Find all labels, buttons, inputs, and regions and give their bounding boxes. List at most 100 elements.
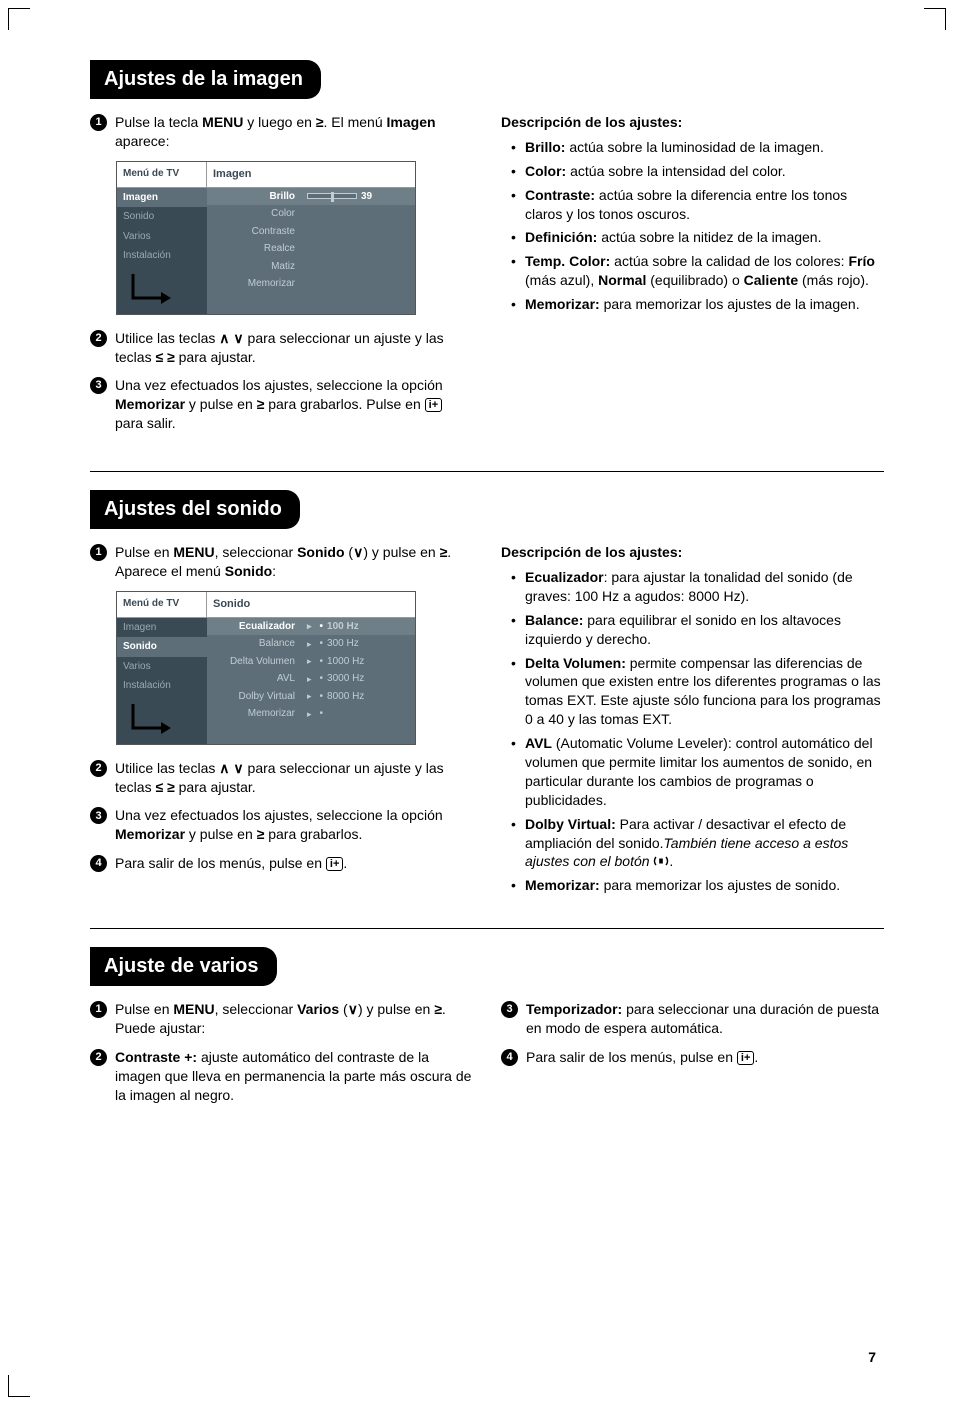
section-title-sonido: Ajustes del sonido bbox=[90, 490, 300, 529]
menu-right-pane: Ecualizador▸•100 HzBalance▸•300 HzDelta … bbox=[207, 618, 415, 744]
menu-arrow-icon bbox=[127, 702, 145, 738]
step-number-icon: 1 bbox=[90, 114, 107, 131]
menu-row: Color bbox=[207, 205, 415, 223]
separator-2 bbox=[90, 928, 884, 929]
menu-row-label: Ecualizador bbox=[213, 620, 303, 634]
step-text: Contraste +: ajuste automático del contr… bbox=[115, 1048, 473, 1105]
step-number-icon: 2 bbox=[90, 1049, 107, 1066]
desc-item: AVL (Automatic Volume Leveler): control … bbox=[515, 734, 884, 810]
menu-bullet: • bbox=[316, 672, 328, 686]
menu-row-label: Memorizar bbox=[213, 277, 303, 291]
menu-left-item: Varios bbox=[117, 227, 207, 247]
step-text: Para salir de los menús, pulse en i+. bbox=[115, 854, 473, 873]
sonido-right-col: Descripción de los ajustes: Ecualizador:… bbox=[501, 543, 884, 900]
crop-mark-tl bbox=[8, 8, 30, 30]
desc-item: Temp. Color: actúa sobre la calidad de l… bbox=[515, 252, 884, 290]
step: 2Utilice las teclas ∧ ∨ para seleccionar… bbox=[90, 329, 473, 367]
menu-left-item: Imagen bbox=[117, 188, 207, 208]
menu-left-item: Sonido bbox=[117, 637, 207, 657]
menu-left-pane: ImagenSonidoVariosInstalación bbox=[117, 618, 207, 744]
menu-row: Matiz bbox=[207, 258, 415, 276]
menu-row-label: Dolby Virtual bbox=[213, 690, 303, 704]
menu-tri-icon: ▸ bbox=[303, 690, 316, 702]
menu-row: Brillo 39 bbox=[207, 188, 415, 206]
menu-header-left: Menú de TV bbox=[117, 162, 207, 188]
menu-row-value: 300 Hz bbox=[327, 637, 409, 651]
step: 1 Pulse en MENU, seleccionar Sonido (∨) y… bbox=[90, 543, 473, 581]
menu-row-label: AVL bbox=[213, 672, 303, 686]
crop-mark-tr bbox=[924, 8, 946, 30]
crop-mark-bl bbox=[8, 1375, 30, 1397]
menu-row: Dolby Virtual▸•8000 Hz bbox=[207, 688, 415, 706]
menu-row-value: 1000 Hz bbox=[327, 655, 409, 669]
menu-left-item: Sonido bbox=[117, 207, 207, 227]
desc-item: Balance: para equilibrar el sonido en lo… bbox=[515, 611, 884, 649]
menu-row-label: Contraste bbox=[213, 225, 303, 239]
menu-tri-icon: ▸ bbox=[303, 638, 316, 650]
menu-row: Ecualizador▸•100 Hz bbox=[207, 618, 415, 636]
sonido-desc-title: Descripción de los ajustes: bbox=[501, 543, 884, 562]
menu-left-item: Instalación bbox=[117, 676, 207, 696]
imagen-left-col: 1 Pulse la tecla MENU y luego en ≥. El me… bbox=[90, 113, 473, 443]
section-imagen: Ajustes de la imagen 1 Pulse la tecla MEN… bbox=[90, 60, 884, 443]
step-number-icon: 1 bbox=[90, 544, 107, 561]
step-text: Pulse la tecla MENU y luego en ≥. El men… bbox=[115, 113, 473, 151]
step: 3 Temporizador: para seleccionar una dura… bbox=[501, 1000, 884, 1038]
menu-bullet: • bbox=[316, 690, 328, 704]
menu-row-label: Brillo bbox=[213, 190, 303, 204]
menu-row: Memorizar▸• bbox=[207, 705, 415, 723]
section-varios: Ajuste de varios 1 Pulse en MENU, selecci… bbox=[90, 947, 884, 1114]
section-title-varios: Ajuste de varios bbox=[90, 947, 277, 986]
sonido-left-col: 1 Pulse en MENU, seleccionar Sonido (∨) y… bbox=[90, 543, 473, 900]
menu-left-pane: ImagenSonidoVariosInstalación bbox=[117, 188, 207, 314]
menu-row: Delta Volumen▸•1000 Hz bbox=[207, 653, 415, 671]
menu-row: Memorizar bbox=[207, 275, 415, 293]
menu-row: Balance▸•300 Hz bbox=[207, 635, 415, 653]
menu-row: Realce bbox=[207, 240, 415, 258]
desc-item: Definición: actúa sobre la nitidez de la… bbox=[515, 228, 884, 247]
imagen-desc-list: Brillo: actúa sobre la luminosidad de la… bbox=[501, 138, 884, 314]
desc-item: Contraste: actúa sobre la diferencia ent… bbox=[515, 186, 884, 224]
desc-item: Memorizar: para memorizar los ajustes de… bbox=[515, 295, 884, 314]
menu-slider-value: 39 bbox=[361, 190, 372, 204]
step-text: Para salir de los menús, pulse en i+. bbox=[526, 1048, 884, 1067]
desc-item: Memorizar: para memorizar los ajustes de… bbox=[515, 876, 884, 895]
menu-bullet: • bbox=[316, 707, 328, 721]
step: 3Una vez efectuados los ajustes, selecci… bbox=[90, 376, 473, 433]
desc-item: Dolby Virtual: Para activar / desactivar… bbox=[515, 815, 884, 872]
menu-bullet: • bbox=[316, 637, 328, 651]
step-number-icon: 3 bbox=[501, 1001, 518, 1018]
menu-bullet: • bbox=[316, 655, 328, 669]
desc-item: Color: actúa sobre la intensidad del col… bbox=[515, 162, 884, 181]
step: 4Para salir de los menús, pulse en i+. bbox=[501, 1048, 884, 1067]
menu-tri-icon: ▸ bbox=[303, 673, 316, 685]
menu-left-item: Imagen bbox=[117, 618, 207, 638]
desc-item: Delta Volumen: permite compensar las dif… bbox=[515, 654, 884, 730]
menu-header-right: Imagen bbox=[207, 162, 415, 188]
step: 4 Para salir de los menús, pulse en i+. bbox=[90, 854, 473, 873]
menu-right-pane: Brillo 39 Color ContrasteRealceMatizMemoriz… bbox=[207, 188, 415, 314]
menu-row-value: 100 Hz bbox=[327, 620, 409, 634]
step-number-icon: 4 bbox=[90, 855, 107, 872]
menu-tri-icon: ▸ bbox=[303, 620, 316, 632]
desc-item: Brillo: actúa sobre la luminosidad de la… bbox=[515, 138, 884, 157]
step-text: Temporizador: para seleccionar una durac… bbox=[526, 1000, 884, 1038]
step-number-icon: 3 bbox=[90, 807, 107, 824]
menu-left-item: Instalación bbox=[117, 246, 207, 266]
menu-row-value: 3000 Hz bbox=[327, 672, 409, 686]
menu-bullet: • bbox=[316, 620, 328, 634]
step-number-icon: 1 bbox=[90, 1001, 107, 1018]
menu-row-label: Color bbox=[213, 207, 303, 221]
step-text: Pulse en MENU, seleccionar Sonido (∨) y … bbox=[115, 543, 473, 581]
menu-slider: 39 bbox=[303, 190, 409, 204]
section-title-imagen: Ajustes de la imagen bbox=[90, 60, 321, 99]
page-number: 7 bbox=[868, 1348, 876, 1367]
menu-row-value: 8000 Hz bbox=[327, 690, 409, 704]
step-text: Una vez efectuados los ajustes, seleccio… bbox=[115, 806, 473, 844]
step: 2 Contraste +: ajuste automático del cont… bbox=[90, 1048, 473, 1105]
step-text: Pulse en MENU, seleccionar Varios (∨) y … bbox=[115, 1000, 473, 1038]
separator-1 bbox=[90, 471, 884, 472]
menu-row-label: Delta Volumen bbox=[213, 655, 303, 669]
imagen-right-col: Descripción de los ajustes: Brillo: actú… bbox=[501, 113, 884, 443]
menu-header-left: Menú de TV bbox=[117, 592, 207, 618]
